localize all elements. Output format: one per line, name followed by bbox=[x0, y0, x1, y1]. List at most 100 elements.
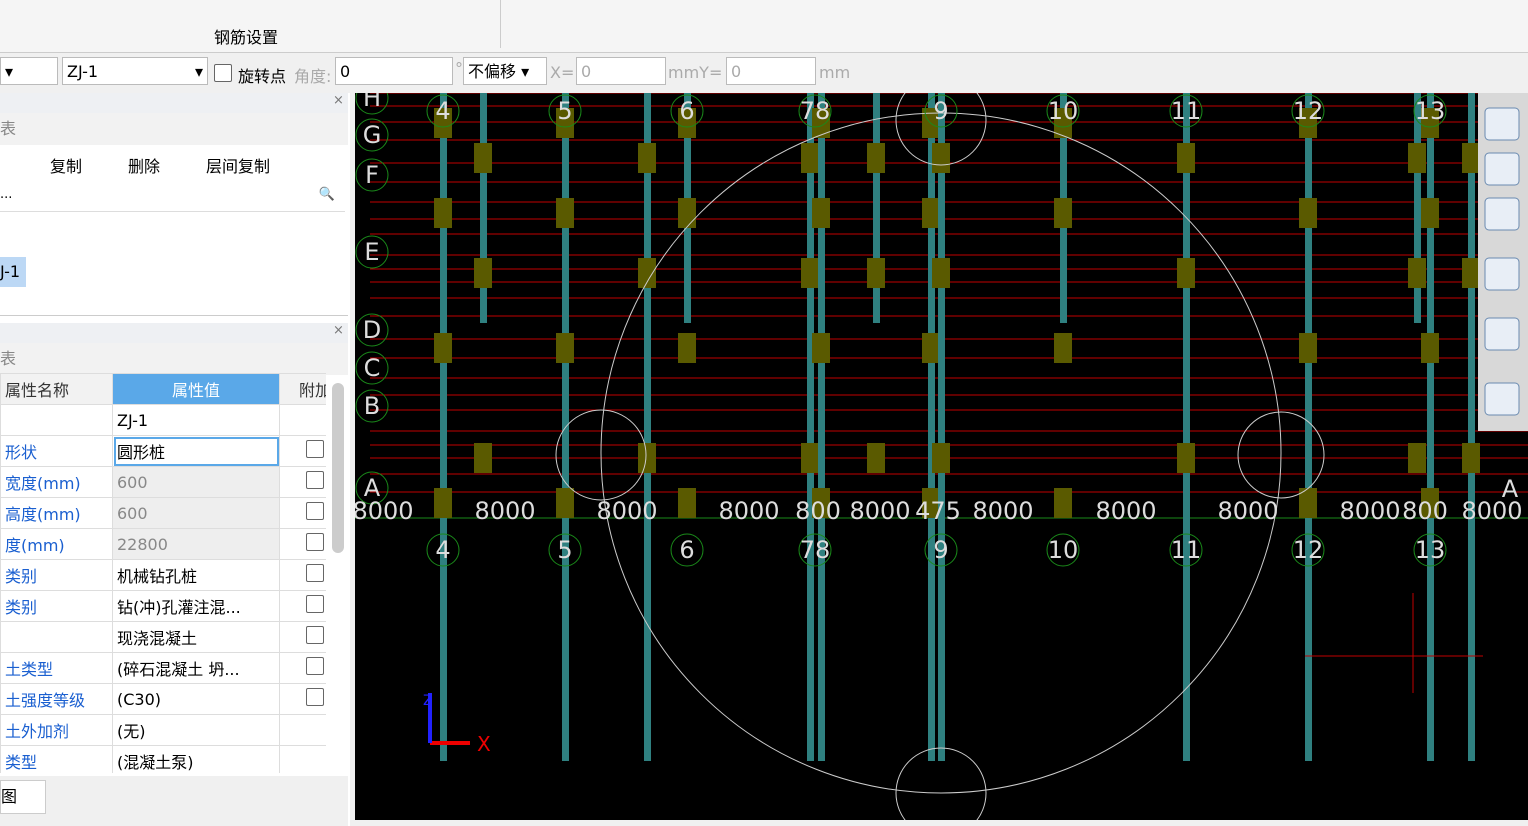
combo[interactable]: ZJ-1 ▾ bbox=[62, 57, 208, 85]
pile-cap bbox=[932, 258, 950, 288]
pile-cap bbox=[434, 333, 452, 363]
pile-cap bbox=[867, 258, 885, 288]
tab[interactable]: 图 bbox=[0, 780, 46, 814]
property-value[interactable]: (碎石混凝土 坍... bbox=[112, 652, 280, 684]
axis-bubble bbox=[355, 93, 389, 115]
tool-button[interactable] bbox=[1484, 197, 1520, 231]
tree-item[interactable]: J-1 bbox=[0, 257, 26, 287]
combo[interactable]: ▾ bbox=[0, 57, 58, 85]
pile-cap bbox=[474, 258, 492, 288]
pile-cap bbox=[922, 488, 940, 518]
property-row: ZJ-1 bbox=[0, 404, 326, 436]
checkbox[interactable] bbox=[306, 564, 324, 582]
pile-cap bbox=[638, 143, 656, 173]
input[interactable]: 0 bbox=[726, 57, 816, 85]
property-value[interactable]: (无) bbox=[112, 714, 280, 746]
axis-bubble bbox=[1291, 94, 1325, 128]
label: X= bbox=[550, 63, 575, 82]
panel-header: 表 bbox=[0, 343, 348, 375]
combo[interactable]: 不偏移 ▾ bbox=[463, 57, 547, 85]
property-value[interactable]: 现浇混凝土 bbox=[112, 621, 280, 653]
input[interactable]: 0 bbox=[576, 57, 666, 85]
property-value[interactable]: 机械钻孔桩 bbox=[112, 559, 280, 591]
property-value[interactable]: 22800 bbox=[112, 528, 280, 560]
dimension-label: 475 bbox=[915, 497, 961, 525]
pile-cap bbox=[1299, 333, 1317, 363]
pile-cap bbox=[678, 488, 696, 518]
input[interactable]: 0 bbox=[335, 57, 453, 85]
dimension-label: 8000 bbox=[474, 497, 535, 525]
axis-bubble bbox=[426, 533, 460, 567]
property-row: 现浇混凝土 bbox=[0, 621, 326, 653]
property-extra bbox=[279, 404, 326, 436]
pile bbox=[1305, 93, 1312, 761]
checkbox[interactable] bbox=[306, 626, 324, 644]
property-value[interactable]: (C30) bbox=[112, 683, 280, 715]
checkbox[interactable] bbox=[306, 471, 324, 489]
axis-bubble bbox=[670, 94, 704, 128]
axis-bubble bbox=[1169, 533, 1203, 567]
checkbox[interactable] bbox=[306, 533, 324, 551]
property-extra bbox=[279, 466, 326, 498]
property-row: 土类型 (碎石混凝土 坍... bbox=[0, 652, 326, 684]
property-value[interactable]: (混凝土泵) bbox=[112, 745, 280, 773]
axis-bubble bbox=[1046, 94, 1080, 128]
view-circle bbox=[895, 93, 987, 166]
panel-header: 表 bbox=[0, 113, 348, 145]
action-button[interactable]: 层间复制 bbox=[206, 157, 271, 176]
property-value[interactable]: 钻(冲)孔灌注混... bbox=[112, 590, 280, 622]
axis-bubble bbox=[355, 158, 389, 192]
property-row: 形状 圆形桩 bbox=[0, 435, 326, 467]
axis-bubble bbox=[798, 94, 832, 128]
pile-cap bbox=[1421, 333, 1439, 363]
ribbon-title[interactable]: 钢筋设置 bbox=[214, 28, 279, 47]
pile-cap bbox=[1177, 443, 1195, 473]
panel-close[interactable]: × bbox=[0, 93, 348, 113]
panel-close[interactable]: × bbox=[0, 323, 348, 343]
tool-button[interactable] bbox=[1484, 152, 1520, 186]
axis-bubble bbox=[426, 94, 460, 128]
axis-label: 11 bbox=[1171, 536, 1202, 564]
pile-cap bbox=[922, 198, 940, 228]
checkbox[interactable] bbox=[306, 657, 324, 675]
pile-cap bbox=[867, 443, 885, 473]
checkbox[interactable] bbox=[306, 502, 324, 520]
property-name: 土强度等级 bbox=[0, 683, 113, 715]
axis-x-label: X bbox=[477, 732, 491, 756]
property-value[interactable]: ZJ-1 bbox=[112, 404, 280, 436]
checkbox[interactable] bbox=[214, 64, 232, 86]
pile-cap bbox=[434, 108, 452, 138]
label: mm bbox=[819, 63, 851, 82]
property-value[interactable]: 600 bbox=[112, 466, 280, 498]
checkbox[interactable] bbox=[306, 688, 324, 706]
scrollbar[interactable] bbox=[332, 383, 344, 553]
action-button[interactable]: 删除 bbox=[128, 157, 161, 176]
axis-label: H bbox=[363, 93, 381, 112]
dimension-label: 8000 bbox=[355, 497, 414, 525]
property-name: 类别 bbox=[0, 590, 113, 622]
pile-cap bbox=[474, 443, 492, 473]
tool-button[interactable] bbox=[1484, 317, 1520, 351]
checkbox[interactable] bbox=[306, 440, 324, 458]
property-value[interactable]: 600 bbox=[112, 497, 280, 529]
pile-cap bbox=[1054, 198, 1072, 228]
property-row: 类别 钻(冲)孔灌注混... bbox=[0, 590, 326, 622]
property-extra bbox=[279, 435, 326, 467]
search[interactable]: ... 🔍 bbox=[0, 187, 345, 212]
axis-label: C bbox=[364, 354, 381, 382]
property-name: 类型 bbox=[0, 745, 113, 773]
tool-button[interactable] bbox=[1484, 107, 1520, 141]
axis-bubble bbox=[548, 94, 582, 128]
property-value[interactable]: 圆形桩 bbox=[112, 435, 280, 467]
checkbox[interactable] bbox=[306, 595, 324, 613]
tool-button[interactable] bbox=[1484, 382, 1520, 416]
property-name: 高度(mm) bbox=[0, 497, 113, 529]
action-button[interactable]: 复制 bbox=[50, 157, 83, 176]
tool-button[interactable] bbox=[1484, 257, 1520, 291]
property-row: 宽度(mm) 600 bbox=[0, 466, 326, 498]
axis-label: 4 bbox=[435, 536, 450, 564]
view-circle bbox=[895, 747, 987, 820]
column-header: 附加 bbox=[279, 373, 326, 405]
